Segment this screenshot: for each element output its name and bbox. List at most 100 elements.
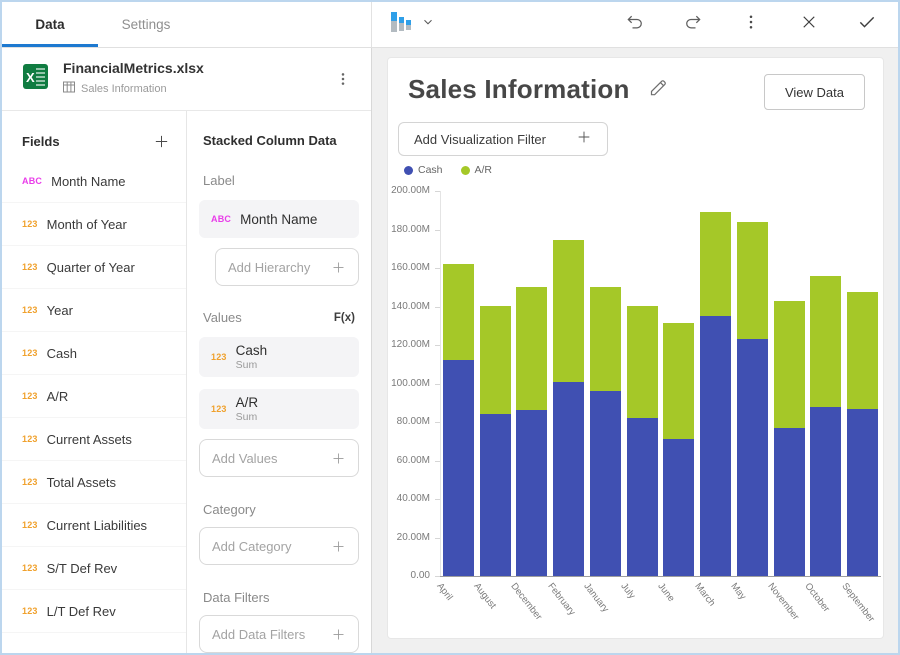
- field-item[interactable]: 123 Current Assets: [2, 418, 186, 461]
- file-name: FinancialMetrics.xlsx: [63, 60, 204, 76]
- view-data-button[interactable]: View Data: [763, 74, 865, 110]
- edit-title-button[interactable]: [648, 77, 669, 103]
- bar-segment-cash[interactable]: [480, 414, 511, 576]
- add-data-filters-placeholder: Add Data Filters: [212, 626, 306, 642]
- value-chip[interactable]: 123 Cash Sum: [199, 337, 359, 377]
- tab-settings-label: Settings: [121, 17, 171, 32]
- add-hierarchy-box[interactable]: Add Hierarchy: [215, 248, 359, 286]
- bar-segment-cash[interactable]: [774, 428, 805, 576]
- more-options-button[interactable]: [740, 14, 762, 36]
- y-axis-tick-mark: [435, 268, 440, 269]
- panel-title: Stacked Column Data: [203, 133, 337, 148]
- y-axis-tick-label: 180.00M: [391, 223, 430, 235]
- bar-segment-ar[interactable]: [663, 323, 694, 439]
- legend-dot-icon: [460, 165, 470, 175]
- file-info: FinancialMetrics.xlsx Sales Information: [63, 60, 204, 98]
- confirm-button[interactable]: [856, 14, 878, 36]
- bar-segment-cash[interactable]: [590, 391, 621, 576]
- bar-segment-ar[interactable]: [443, 264, 474, 360]
- field-item-label: Quarter of Year: [46, 259, 135, 275]
- legend-item[interactable]: A/R: [460, 164, 492, 176]
- table-icon: [63, 80, 75, 98]
- field-item[interactable]: 123 A/R: [2, 375, 186, 418]
- bar-segment-ar[interactable]: [553, 240, 584, 382]
- x-axis-label: April: [434, 581, 455, 603]
- bar-segment-cash[interactable]: [443, 360, 474, 576]
- field-item[interactable]: 123 L/T Def Rev: [2, 590, 186, 633]
- field-item-label: S/T Def Rev: [46, 560, 118, 576]
- bar-segment-cash[interactable]: [810, 407, 841, 576]
- bar-segment-cash[interactable]: [737, 339, 768, 576]
- tab-data[interactable]: Data: [2, 2, 98, 47]
- field-item-label: Month Name: [51, 173, 126, 189]
- plus-icon: [331, 627, 346, 642]
- toolbar-actions: [624, 14, 878, 36]
- undo-button[interactable]: [624, 14, 646, 36]
- field-item[interactable]: 123 Year: [2, 289, 186, 332]
- plus-icon: [331, 260, 346, 275]
- numeric-field-icon: 123: [22, 477, 38, 487]
- bar-segment-ar[interactable]: [774, 301, 805, 428]
- bar-segment-ar[interactable]: [590, 287, 621, 391]
- chart-type-button[interactable]: [388, 9, 435, 40]
- redo-button[interactable]: [682, 14, 704, 36]
- datasource-menu-button[interactable]: [333, 70, 353, 88]
- close-icon: [800, 13, 818, 36]
- values-section-header: Values F(x): [203, 310, 355, 325]
- bar-segment-ar[interactable]: [700, 212, 731, 316]
- numeric-field-icon: 123: [22, 348, 38, 358]
- bar-segment-cash[interactable]: [847, 409, 878, 576]
- sidebar-panels: Fields ABC Month Name 123 Month of Year 123 Q…: [2, 111, 371, 653]
- x-axis-label: September: [839, 581, 877, 625]
- y-axis-tick-label: 140.00M: [391, 300, 430, 312]
- add-field-button[interactable]: [153, 133, 170, 150]
- field-item[interactable]: 123 Current Liabilities: [2, 504, 186, 547]
- legend-item[interactable]: Cash: [404, 164, 443, 176]
- x-axis-label: January: [581, 581, 611, 615]
- add-category-box[interactable]: Add Category: [199, 527, 359, 565]
- field-item[interactable]: 123 Cash: [2, 332, 186, 375]
- bar-segment-ar[interactable]: [516, 287, 547, 410]
- x-axis-line: [440, 576, 881, 577]
- value-chip[interactable]: 123 A/R Sum: [199, 389, 359, 429]
- field-item[interactable]: ABC Month Name: [2, 160, 186, 203]
- bar-segment-cash[interactable]: [663, 439, 694, 576]
- fx-button[interactable]: F(x): [333, 311, 355, 324]
- y-axis-tick-label: 80.00M: [396, 416, 430, 427]
- numeric-field-icon: 123: [22, 520, 38, 530]
- plus-icon: [576, 129, 592, 150]
- add-values-box[interactable]: Add Values: [199, 439, 359, 477]
- bar-segment-ar[interactable]: [627, 306, 658, 418]
- close-button[interactable]: [798, 14, 820, 36]
- svg-text:X: X: [26, 70, 35, 85]
- field-item[interactable]: 123 Month of Year: [2, 203, 186, 246]
- y-axis-tick-mark: [435, 460, 440, 462]
- field-item-label: L/T Def Rev: [46, 603, 116, 619]
- stacked-column-data-panel: Stacked Column Data Label ABC Month Name…: [187, 111, 371, 653]
- tab-settings[interactable]: Settings: [98, 2, 194, 47]
- values-chip-list: 123 Cash Sum 123 A/R Sum: [199, 337, 359, 429]
- label-chip[interactable]: ABC Month Name: [199, 200, 359, 238]
- x-axis-label: December: [508, 581, 544, 623]
- bar-segment-cash[interactable]: [700, 316, 731, 576]
- add-category-placeholder: Add Category: [212, 538, 292, 554]
- label-section-title: Label: [203, 173, 235, 188]
- field-item[interactable]: 123 Total Assets: [2, 461, 186, 504]
- bar-segment-ar[interactable]: [847, 292, 878, 409]
- bar-segment-ar[interactable]: [810, 276, 841, 407]
- field-item[interactable]: 123 Quarter of Year: [2, 246, 186, 289]
- y-axis-tick-mark: [435, 576, 440, 577]
- widget-card: Sales Information View Data Add Visualiz…: [387, 57, 884, 639]
- bar-segment-ar[interactable]: [480, 306, 511, 414]
- stacked-column-chart-icon: [388, 9, 414, 40]
- fields-header: Fields: [2, 111, 186, 160]
- add-visualization-filter-button[interactable]: Add Visualization Filter: [398, 122, 608, 156]
- active-tab-underline: [2, 44, 98, 47]
- bar-segment-cash[interactable]: [516, 410, 547, 576]
- y-axis-tick-label: 100.00M: [391, 377, 430, 389]
- field-item[interactable]: 123 S/T Def Rev: [2, 547, 186, 590]
- bar-segment-ar[interactable]: [737, 222, 768, 339]
- bar-segment-cash[interactable]: [553, 382, 584, 576]
- add-data-filters-box[interactable]: Add Data Filters: [199, 615, 359, 653]
- bar-segment-cash[interactable]: [627, 418, 658, 576]
